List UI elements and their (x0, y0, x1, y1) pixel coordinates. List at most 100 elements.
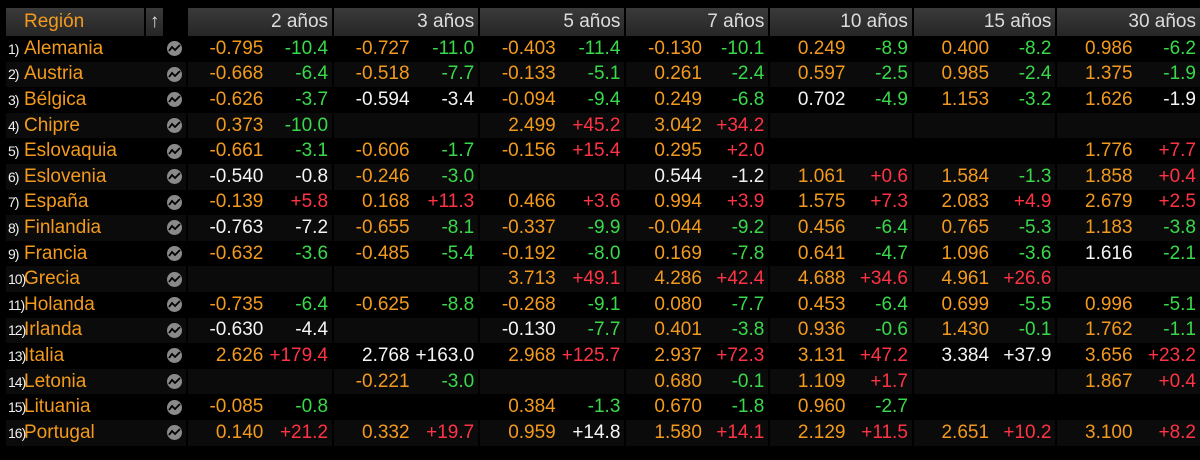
change-cell[interactable]: +0.4 (1158, 370, 1196, 392)
chart-icon[interactable] (167, 348, 183, 364)
change-cell[interactable]: +163.0 (415, 344, 475, 366)
column-header-term[interactable]: 7 años (624, 8, 770, 36)
change-cell[interactable]: +2.0 (726, 140, 765, 162)
change-cell[interactable] (416, 394, 480, 420)
yield-cell[interactable]: 1.580 (624, 419, 708, 446)
column-header-term[interactable]: 5 años (478, 8, 626, 36)
change-cell[interactable]: +23.2 (1147, 344, 1196, 366)
change-cell[interactable]: +19.7 (426, 421, 475, 443)
yield-cell[interactable]: 3.131 (768, 343, 852, 369)
yield-cell[interactable]: -0.403 (478, 36, 562, 62)
change-cell[interactable]: -5.4 (441, 242, 475, 264)
yield-cell[interactable] (1055, 112, 1139, 139)
change-cell[interactable]: +11.5 (861, 421, 908, 443)
change-cell[interactable] (562, 164, 626, 190)
yield-cell[interactable]: 2.129 (768, 419, 852, 446)
yield-cell[interactable]: 0.994 (624, 189, 708, 216)
row-region[interactable]: 4) Chipre (6, 113, 163, 139)
yield-cell[interactable] (911, 138, 996, 164)
change-cell[interactable]: -10.4 (284, 37, 329, 59)
yield-cell[interactable]: -0.540 (185, 163, 270, 190)
yield-cell[interactable]: 1.616 (1055, 240, 1139, 267)
change-cell[interactable]: +37.9 (1003, 344, 1052, 366)
yield-cell[interactable]: 3.713 (478, 266, 562, 292)
chart-icon[interactable] (167, 169, 183, 185)
change-cell[interactable]: +2.5 (1158, 191, 1196, 213)
change-cell[interactable]: +14.8 (572, 421, 621, 443)
change-cell[interactable]: -2.1 (1163, 242, 1196, 264)
yield-cell[interactable]: 3.656 (1055, 343, 1139, 369)
yield-cell[interactable]: 0.401 (624, 317, 708, 344)
yield-cell[interactable]: -0.606 (332, 138, 416, 164)
change-cell[interactable]: -11.4 (578, 37, 621, 59)
yield-cell[interactable] (1055, 394, 1139, 420)
yield-cell[interactable]: 0.400 (911, 36, 996, 62)
change-cell[interactable]: +45.2 (572, 114, 621, 136)
change-cell[interactable]: +4.9 (1013, 191, 1052, 213)
change-cell[interactable]: -1.3 (1018, 165, 1052, 187)
change-cell[interactable]: +125.7 (561, 344, 621, 366)
table-row[interactable]: 11)Holanda -0.735 -6.4 -0.625 -8.8 -0.268 -9.1… (6, 291, 1200, 318)
yield-cell[interactable]: 0.168 (332, 189, 416, 216)
yield-cell[interactable]: -0.139 (185, 189, 270, 216)
row-region[interactable]: 2) Austria (6, 62, 163, 88)
yield-cell[interactable]: 2.083 (911, 189, 996, 216)
yield-cell[interactable]: -0.735 (185, 291, 270, 318)
change-cell[interactable]: -0.8 (295, 396, 329, 418)
change-cell[interactable]: -1.8 (731, 396, 765, 418)
change-cell[interactable]: +11.3 (427, 191, 475, 213)
change-cell[interactable]: -8.1 (441, 216, 475, 238)
table-row[interactable]: 15)Lituania -0.085 -0.8 0.384 -1.3 0.670 -1.8 0… (6, 394, 1200, 420)
row-region[interactable]: 6) Eslovenia (6, 164, 163, 190)
table-row[interactable]: 3) Bélgica -0.626 -3.7 -0.594 -3.4 -0.094 -9.4 0… (6, 87, 1200, 113)
row-region[interactable]: 1) Alemania (6, 36, 163, 62)
yield-cell[interactable]: -0.625 (332, 291, 416, 318)
change-cell[interactable]: -9.1 (587, 293, 621, 315)
chart-icon[interactable] (167, 271, 183, 287)
change-cell[interactable]: -3.6 (1018, 242, 1052, 264)
change-cell[interactable]: +0.4 (1158, 165, 1196, 187)
column-header-term[interactable]: 15 años (911, 8, 1057, 36)
yield-cell[interactable]: -0.133 (478, 61, 562, 88)
row-region[interactable]: 14)Letonia (6, 369, 163, 395)
column-header-term[interactable]: 3 años (332, 8, 480, 36)
yield-cell[interactable]: 0.959 (478, 419, 562, 446)
yield-cell[interactable]: 3.384 (911, 343, 996, 369)
change-cell[interactable]: +26.6 (1003, 268, 1052, 290)
column-header-term[interactable]: 2 años (185, 8, 334, 36)
yield-cell[interactable]: -0.594 (332, 87, 416, 113)
yield-cell[interactable]: 2.937 (624, 343, 708, 369)
yield-cell[interactable]: 3.042 (624, 112, 708, 139)
chart-icon[interactable] (167, 374, 183, 389)
yield-cell[interactable]: 0.670 (624, 394, 708, 420)
change-cell[interactable] (416, 113, 480, 139)
yield-cell[interactable]: -0.655 (332, 215, 416, 241)
change-cell[interactable]: -6.4 (875, 216, 908, 238)
yield-cell[interactable]: -0.763 (185, 215, 270, 241)
yield-cell[interactable] (1055, 266, 1139, 292)
change-cell[interactable]: -6.4 (295, 63, 329, 85)
change-cell[interactable]: -7.2 (295, 216, 329, 238)
yield-cell[interactable]: 1.626 (1055, 87, 1139, 113)
change-cell[interactable]: -3.2 (1018, 88, 1052, 110)
yield-cell[interactable]: 1.430 (911, 317, 996, 344)
yield-cell[interactable]: 0.295 (624, 138, 708, 164)
yield-cell[interactable]: -0.337 (478, 215, 562, 241)
change-cell[interactable]: -3.0 (441, 165, 475, 187)
chart-icon[interactable] (167, 399, 183, 415)
yield-cell[interactable] (478, 163, 562, 190)
yield-cell[interactable]: 3.100 (1055, 419, 1139, 446)
change-cell[interactable]: -0.1 (731, 370, 765, 392)
yield-cell[interactable]: 2.768 (332, 343, 416, 369)
change-cell[interactable]: -3.1 (295, 140, 329, 162)
yield-cell[interactable]: -0.268 (478, 291, 562, 318)
change-cell[interactable]: -3.8 (1163, 216, 1196, 238)
change-cell[interactable]: +15.4 (572, 140, 621, 162)
yield-cell[interactable]: 0.936 (768, 317, 852, 344)
change-cell[interactable]: -1.3 (587, 396, 621, 418)
change-cell[interactable]: -7.7 (587, 319, 621, 341)
change-cell[interactable]: -3.7 (295, 88, 329, 110)
yield-cell[interactable]: 1.096 (911, 240, 996, 267)
change-cell[interactable]: +34.2 (716, 114, 765, 136)
change-cell[interactable]: -2.4 (731, 63, 765, 85)
